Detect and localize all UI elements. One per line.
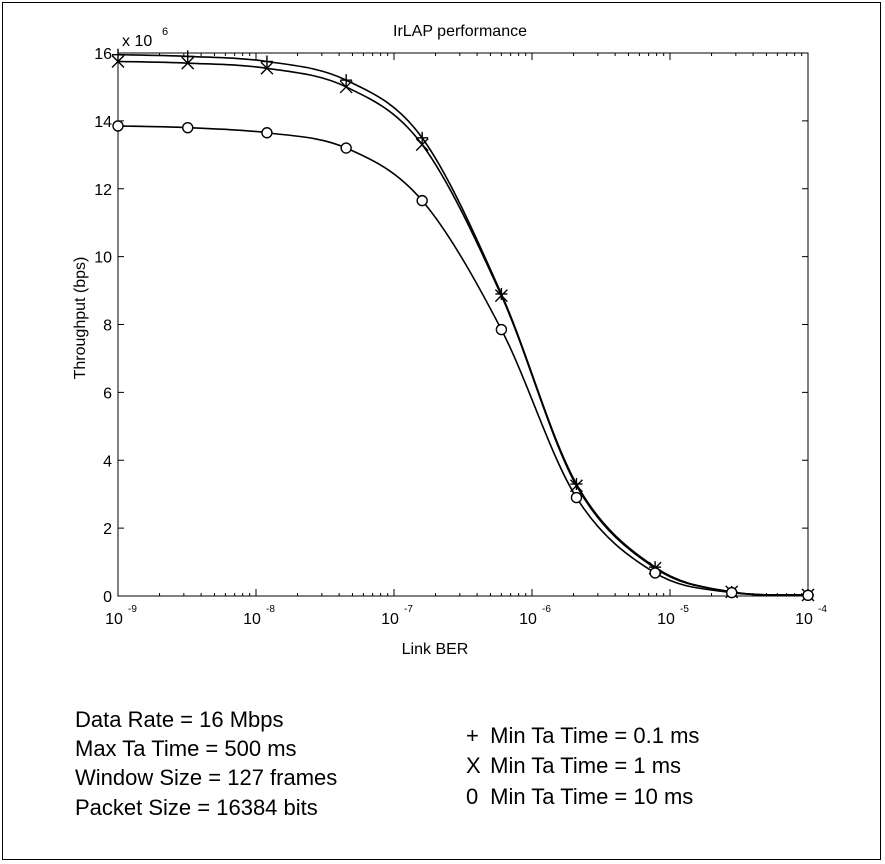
x-tick-label: 10 bbox=[657, 611, 675, 628]
legend-item-0.1ms: + Min Ta Time = 0.1 ms bbox=[466, 722, 699, 750]
series-line-1 bbox=[117, 53, 809, 596]
y-tick-label: 14 bbox=[94, 114, 112, 131]
x-tick-label: 10 bbox=[105, 611, 123, 628]
marker-stroke bbox=[181, 56, 195, 70]
circle-marker bbox=[182, 121, 194, 134]
circle-marker bbox=[802, 589, 814, 602]
x-marker bbox=[494, 289, 508, 303]
y-tick-label: 8 bbox=[103, 318, 112, 335]
legend-item-1ms: X Min Ta Time = 1 ms bbox=[466, 752, 681, 780]
circle-marker bbox=[261, 127, 273, 139]
chart-title: IrLAP performance bbox=[393, 23, 527, 40]
circle-marker bbox=[649, 567, 661, 579]
x-tick-label: 10 bbox=[243, 611, 261, 628]
y-tick-label: 16 bbox=[94, 46, 112, 63]
legend-label: Min Ta Time = 0.1 ms bbox=[490, 723, 700, 748]
x-marker bbox=[415, 138, 429, 152]
x-axis-label: Link BER bbox=[402, 641, 469, 658]
y-axis-label: Throughput (bps) bbox=[72, 257, 89, 380]
param-data-rate: Data Rate = 16 Mbps bbox=[75, 707, 284, 732]
y-tick-label: 4 bbox=[103, 453, 112, 470]
plus-marker bbox=[416, 131, 429, 144]
circle-marker bbox=[112, 120, 124, 132]
circle-marker bbox=[726, 586, 738, 599]
marker-stroke bbox=[339, 80, 353, 94]
x-tick-label: 10 bbox=[519, 611, 537, 628]
x-tick-exponent: -4 bbox=[818, 604, 827, 615]
x-tick-exponent: -9 bbox=[128, 604, 137, 615]
param-window-size: Window Size = 127 frames bbox=[75, 765, 338, 790]
x-marker bbox=[339, 80, 353, 94]
y-tick-label: 10 bbox=[94, 250, 112, 267]
marker-stroke bbox=[111, 54, 125, 68]
y-tick-label: 2 bbox=[103, 521, 112, 538]
legend-item-10ms: 0 Min Ta Time = 10 ms bbox=[466, 783, 693, 811]
x-tick-label: 10 bbox=[795, 611, 813, 628]
x-tick-exponent: -6 bbox=[542, 604, 551, 615]
x-tick-exponent: -8 bbox=[266, 604, 275, 615]
circle-marker-icon: 0 bbox=[466, 784, 479, 809]
marker-stroke bbox=[260, 61, 274, 75]
circle-marker bbox=[340, 142, 352, 154]
param-packet-size: Packet Size = 16384 bits bbox=[75, 795, 318, 820]
plus-marker bbox=[112, 48, 124, 61]
marker-stroke bbox=[415, 138, 429, 152]
circle-marker bbox=[416, 194, 428, 207]
x-marker bbox=[111, 54, 125, 68]
x-tick-label: 10 bbox=[381, 611, 399, 628]
y-tick-label: 6 bbox=[103, 385, 112, 402]
y-multiplier: x 10 bbox=[122, 33, 152, 50]
plus-marker bbox=[570, 478, 583, 491]
series-line-2 bbox=[117, 60, 809, 596]
marker-stroke bbox=[494, 289, 508, 303]
x-tick-exponent: -5 bbox=[680, 604, 689, 615]
series-line-3 bbox=[117, 125, 809, 597]
x-marker bbox=[260, 61, 274, 75]
param-max-ta-time: Max Ta Time = 500 ms bbox=[75, 736, 297, 761]
x-marker-icon: X bbox=[466, 753, 481, 778]
plus-marker bbox=[340, 74, 353, 87]
circle-marker bbox=[570, 491, 583, 504]
y-tick-label: 0 bbox=[103, 589, 112, 606]
x-marker bbox=[181, 56, 195, 70]
y-tick-label: 12 bbox=[94, 182, 112, 199]
legend-label: Min Ta Time = 1 ms bbox=[490, 753, 682, 778]
circle-marker bbox=[495, 323, 508, 336]
plus-marker bbox=[260, 55, 273, 68]
plot-area bbox=[117, 52, 809, 597]
legend-label: Min Ta Time = 10 ms bbox=[490, 784, 694, 809]
y-multiplier-exponent: 6 bbox=[162, 26, 168, 38]
plus-marker-icon: + bbox=[466, 723, 479, 748]
x-tick-exponent: -7 bbox=[404, 604, 413, 615]
plus-marker bbox=[181, 50, 194, 63]
